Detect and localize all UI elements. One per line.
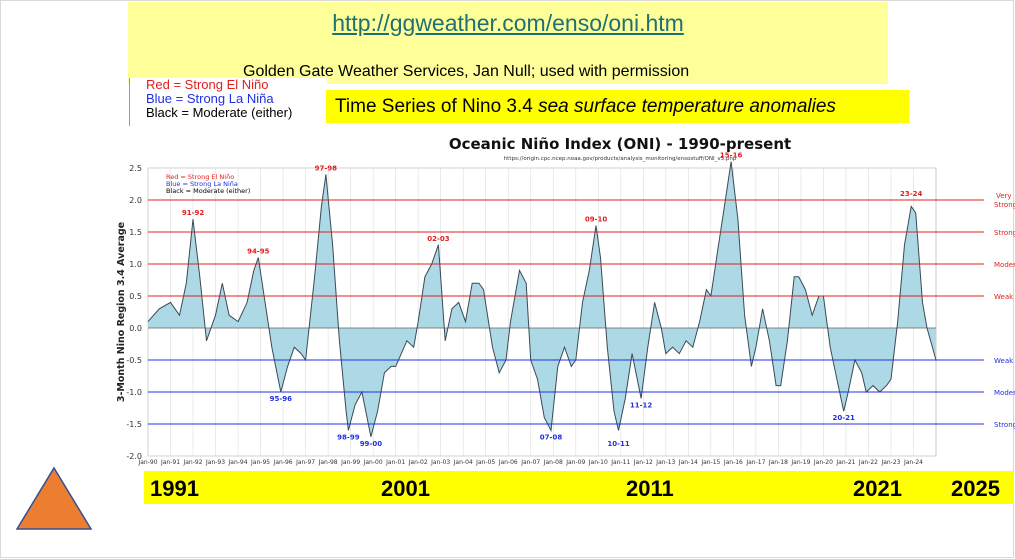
- x-tick-label: Jan-11: [610, 459, 630, 466]
- x-tick-label: Jan-12: [633, 459, 653, 466]
- threshold-label: Strong: [994, 201, 1015, 209]
- year-bar: [144, 471, 1014, 504]
- y-tick-label: -1.5: [126, 420, 142, 429]
- threshold-label: Strong: [994, 421, 1015, 429]
- x-tick-label: Jan-00: [363, 459, 383, 466]
- x-tick-label: Jan-99: [340, 459, 360, 466]
- x-tick-label: Jan-04: [453, 459, 473, 466]
- oni-area-fill: [148, 161, 936, 437]
- x-tick-label: Jan-98: [318, 459, 338, 466]
- color-legend: Red = Strong El Niño Blue = Strong La Ni…: [129, 78, 327, 126]
- event-annotation: 11-12: [630, 401, 653, 409]
- y-tick-label: 1.0: [129, 260, 142, 269]
- x-tick-label: Jan-94: [228, 459, 248, 466]
- oni-chart: Oceanic Niño Index (ONI) - 1990-present h…: [116, 135, 1015, 466]
- year-label-2025: 2025: [951, 476, 1000, 501]
- x-tick-label: Jan-23: [880, 459, 900, 466]
- chart-title: Oceanic Niño Index (ONI) - 1990-present: [449, 135, 791, 153]
- x-tick-label: Jan-95: [250, 459, 270, 466]
- x-tick-label: Jan-16: [723, 459, 743, 466]
- event-annotation: 15-16: [720, 152, 743, 160]
- subtitle-plain: Time Series of Nino 3.4: [335, 96, 539, 117]
- chart-legend-black: Black = Moderate (either): [166, 187, 250, 195]
- x-tick-label: Jan-08: [543, 459, 563, 466]
- threshold-label: Weak: [994, 357, 1014, 365]
- x-tick-label: Jan-19: [790, 459, 810, 466]
- x-tick-label: Jan-14: [678, 459, 698, 466]
- source-url-link[interactable]: http://ggweather.com/enso/oni.htm: [332, 10, 684, 36]
- oni-series-line: [147, 161, 937, 437]
- x-tick-label: Jan-93: [205, 459, 225, 466]
- y-tick-label: 0.0: [129, 324, 142, 333]
- event-annotation: 99-00: [360, 440, 383, 448]
- event-annotation: 23-24: [900, 190, 923, 198]
- x-tick-label: Jan-13: [655, 459, 675, 466]
- threshold-label: Moderate: [994, 261, 1015, 269]
- event-annotation: 95-96: [270, 395, 293, 403]
- x-tick-label: Jan-07: [520, 459, 540, 466]
- x-tick-label: Jan-96: [273, 459, 293, 466]
- x-tick-label: Jan-05: [475, 459, 495, 466]
- x-tick-label: Jan-09: [565, 459, 585, 466]
- event-annotation: 09-10: [585, 216, 608, 224]
- year-label-2021: 2021: [853, 476, 902, 501]
- x-tick-label: Jan-18: [768, 459, 788, 466]
- event-annotation: 20-21: [832, 414, 855, 422]
- x-tick-label: Jan-17: [745, 459, 765, 466]
- x-tick-label: Jan-15: [700, 459, 720, 466]
- y-tick-label: 1.5: [129, 228, 142, 237]
- y-tick-label: -0.5: [126, 356, 142, 365]
- legend-red: Red = Strong El Niño: [146, 77, 269, 92]
- x-tick-label: Jan-10: [588, 459, 608, 466]
- threshold-label: Weak: [994, 293, 1014, 301]
- legend-blue: Blue = Strong La Niña: [146, 91, 274, 106]
- subtitle-italic: sea surface temperature anomalies: [538, 96, 836, 117]
- y-tick-label: 2.5: [129, 164, 142, 173]
- credit-text: Golden Gate Weather Services, Jan Null; …: [243, 63, 690, 80]
- x-tick-label: Jan-92: [182, 459, 202, 466]
- y-tick-label: -2.0: [126, 452, 142, 461]
- x-tick-label: Jan-20: [813, 459, 833, 466]
- threshold-label: Strong: [994, 229, 1015, 237]
- x-tick-label: Jan-03: [430, 459, 450, 466]
- chart-legend-blue: Blue = Strong La Niña: [166, 180, 238, 188]
- year-label-2001: 2001: [381, 476, 430, 501]
- event-annotation: 10-11: [607, 440, 630, 448]
- x-tick-label: Jan-01: [385, 459, 405, 466]
- y-tick-label: 2.0: [129, 196, 142, 205]
- chart-source-url: https://origin.cpc.ncep.noaa.gov/product…: [504, 156, 737, 162]
- event-annotation: 94-95: [247, 248, 270, 256]
- x-tick-label: Jan-22: [858, 459, 878, 466]
- legend-black: Black = Moderate (either): [146, 105, 293, 120]
- x-tick-label: Jan-02: [408, 459, 428, 466]
- y-tick-label: -1.0: [126, 388, 142, 397]
- threshold-label: Very: [996, 192, 1012, 200]
- event-annotation: 98-99: [337, 433, 360, 441]
- subtitle: Time Series of Nino 3.4 sea surface temp…: [326, 90, 909, 123]
- y-axis-label: 3-Month Nino Region 3.4 Average: [116, 222, 127, 402]
- chart-legend-red: Red = Strong El Niño: [166, 173, 234, 181]
- year-label-2011: 2011: [626, 476, 674, 501]
- x-tick-label: Jan-21: [835, 459, 855, 466]
- threshold-label: Moderate: [994, 389, 1015, 397]
- year-label-1991: 1991: [150, 476, 199, 501]
- y-tick-label: 0.5: [129, 292, 142, 301]
- x-tick-label: Jan-90: [137, 459, 157, 466]
- x-tick-label: Jan-91: [160, 459, 180, 466]
- event-annotation: 91-92: [182, 209, 205, 217]
- x-tick-label: Jan-97: [295, 459, 315, 466]
- x-tick-label: Jan-06: [498, 459, 518, 466]
- event-annotation: 97-98: [315, 164, 338, 172]
- orange-triangle-icon: [15, 466, 93, 530]
- event-annotation: 02-03: [427, 235, 450, 243]
- event-annotation: 07-08: [540, 433, 563, 441]
- top-banner: http://ggweather.com/enso/oni.htm: [128, 2, 888, 84]
- x-tick-label: Jan-24: [903, 459, 923, 466]
